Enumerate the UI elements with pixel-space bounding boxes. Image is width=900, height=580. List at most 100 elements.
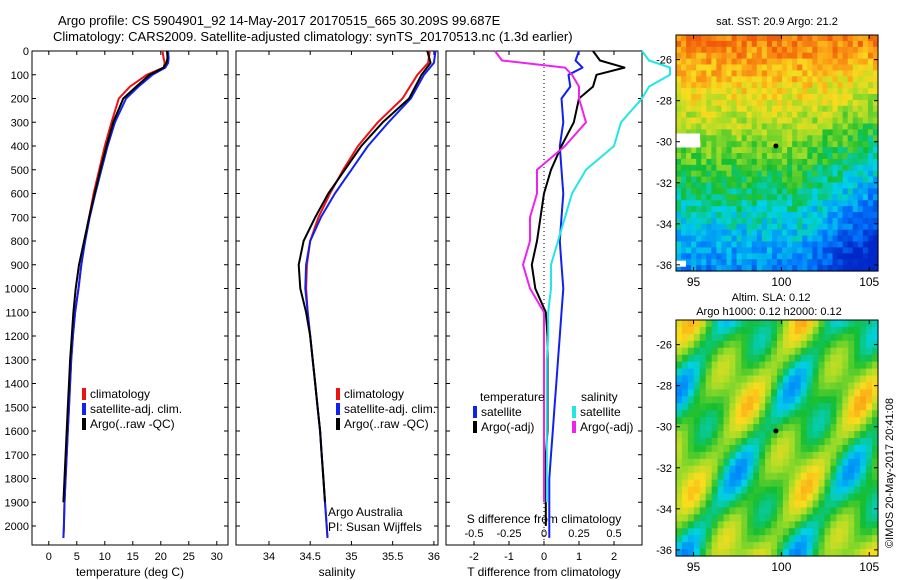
heatmap-cell xyxy=(765,438,772,446)
heatmap-cell xyxy=(830,368,838,377)
heatmap-cell xyxy=(788,333,796,342)
heatmap-cell xyxy=(771,94,778,101)
heatmap-cell xyxy=(701,200,707,207)
heatmap-cell xyxy=(696,188,702,195)
heatmap-cell xyxy=(806,528,814,536)
heatmap-cell xyxy=(747,542,754,550)
heatmap-cell xyxy=(777,382,784,391)
heatmap-cell xyxy=(802,194,808,201)
heatmap-cell xyxy=(717,417,725,425)
heatmap-cell xyxy=(701,117,707,125)
heatmap-cell xyxy=(753,438,760,446)
heatmap-cell xyxy=(681,396,689,404)
heatmap-cell xyxy=(782,141,788,148)
heatmap-cell xyxy=(824,431,832,439)
heatmap-cell xyxy=(836,542,843,550)
heatmap-cell xyxy=(824,424,832,432)
heatmap-cell xyxy=(686,259,692,266)
heatmap-cell xyxy=(731,135,738,142)
heatmap-cell xyxy=(800,354,808,363)
heatmap-cell xyxy=(736,58,743,66)
heatmap-cell xyxy=(711,141,717,148)
heatmap-cell xyxy=(787,235,793,243)
heatmap-cell xyxy=(729,340,737,349)
heatmap-cell xyxy=(777,52,783,60)
heatmap-cell xyxy=(857,223,864,231)
heatmap-cell xyxy=(797,117,803,125)
heatmap-cell xyxy=(766,176,773,184)
heatmap-cell xyxy=(794,368,802,377)
heatmap-cell xyxy=(706,76,712,83)
heatmap-cell xyxy=(735,444,742,453)
heatmap-cell xyxy=(807,212,813,219)
heatmap-cell xyxy=(765,451,772,460)
heatmap-cell xyxy=(787,259,793,266)
heatmap-cell xyxy=(787,129,793,136)
heatmap-cell xyxy=(766,164,773,172)
heatmap-cell xyxy=(788,340,796,349)
heatmap-cell xyxy=(746,88,753,95)
heatmap-cell xyxy=(824,521,832,529)
heatmap-cell xyxy=(792,82,798,89)
heatmap-cell xyxy=(676,326,683,335)
heatmap-cell xyxy=(872,375,879,384)
x-tick-label: -1 xyxy=(504,551,514,563)
heatmap-cell xyxy=(759,354,766,363)
heatmap-cell xyxy=(705,354,713,363)
heatmap-cell xyxy=(807,70,813,77)
heatmap-cell xyxy=(726,176,733,184)
heatmap-cell xyxy=(802,76,808,83)
heatmap-cell xyxy=(706,153,712,160)
heatmap-cell xyxy=(812,354,820,363)
heatmap-cell xyxy=(787,123,793,130)
heatmap-cell xyxy=(848,465,855,474)
heatmap-cell xyxy=(771,35,778,42)
heatmap-cell xyxy=(681,424,689,432)
heatmap-cell xyxy=(731,35,738,42)
heatmap-cell xyxy=(847,76,854,83)
legend-label: climatology xyxy=(90,387,150,401)
heatmap-cell xyxy=(706,188,712,195)
heatmap-cell xyxy=(716,217,723,225)
heatmap-cell xyxy=(676,265,682,272)
heatmap-cell xyxy=(701,259,707,266)
heatmap-cell xyxy=(827,176,834,184)
heatmap-cell xyxy=(777,40,783,48)
heatmap-cell xyxy=(860,403,867,411)
heatmap-cell xyxy=(827,111,834,119)
heatmap-cell xyxy=(765,542,772,550)
heatmap-cell xyxy=(741,176,748,184)
heatmap-cell xyxy=(759,507,766,515)
heatmap-cell xyxy=(777,375,784,384)
heatmap-cell xyxy=(691,111,697,119)
heatmap-cell xyxy=(827,141,834,148)
heatmap-cell xyxy=(817,170,824,178)
heatmap-cell xyxy=(676,223,682,231)
heatmap-cell xyxy=(721,212,728,219)
heatmap-cell xyxy=(800,431,808,439)
heatmap-cell xyxy=(729,354,737,363)
heatmap-cell xyxy=(765,507,772,515)
heatmap-cell xyxy=(812,247,818,254)
heatmap-cell xyxy=(759,368,766,377)
y-tick-label: 0 xyxy=(23,46,29,58)
heatmap-cell xyxy=(792,147,798,154)
heatmap-cell xyxy=(867,147,874,154)
heatmap-cell xyxy=(812,486,820,495)
heatmap-cell xyxy=(822,105,829,113)
heatmap-cell xyxy=(822,223,829,231)
heatmap-cell xyxy=(848,340,855,349)
heatmap-cell xyxy=(771,223,778,231)
heatmap-cell xyxy=(812,479,820,488)
heatmap-cell xyxy=(824,361,832,370)
heatmap-cell xyxy=(761,35,768,42)
heatmap-cell xyxy=(852,229,859,237)
heatmap-cell xyxy=(802,170,808,178)
x-tick-label: 36 xyxy=(428,551,440,563)
heatmap-cell xyxy=(867,235,874,243)
heatmap-cell xyxy=(836,410,843,418)
heatmap-cell xyxy=(800,368,808,377)
heatmap-cell xyxy=(747,479,754,488)
heatmap-cell xyxy=(800,486,808,495)
heatmap-cell xyxy=(771,265,778,272)
